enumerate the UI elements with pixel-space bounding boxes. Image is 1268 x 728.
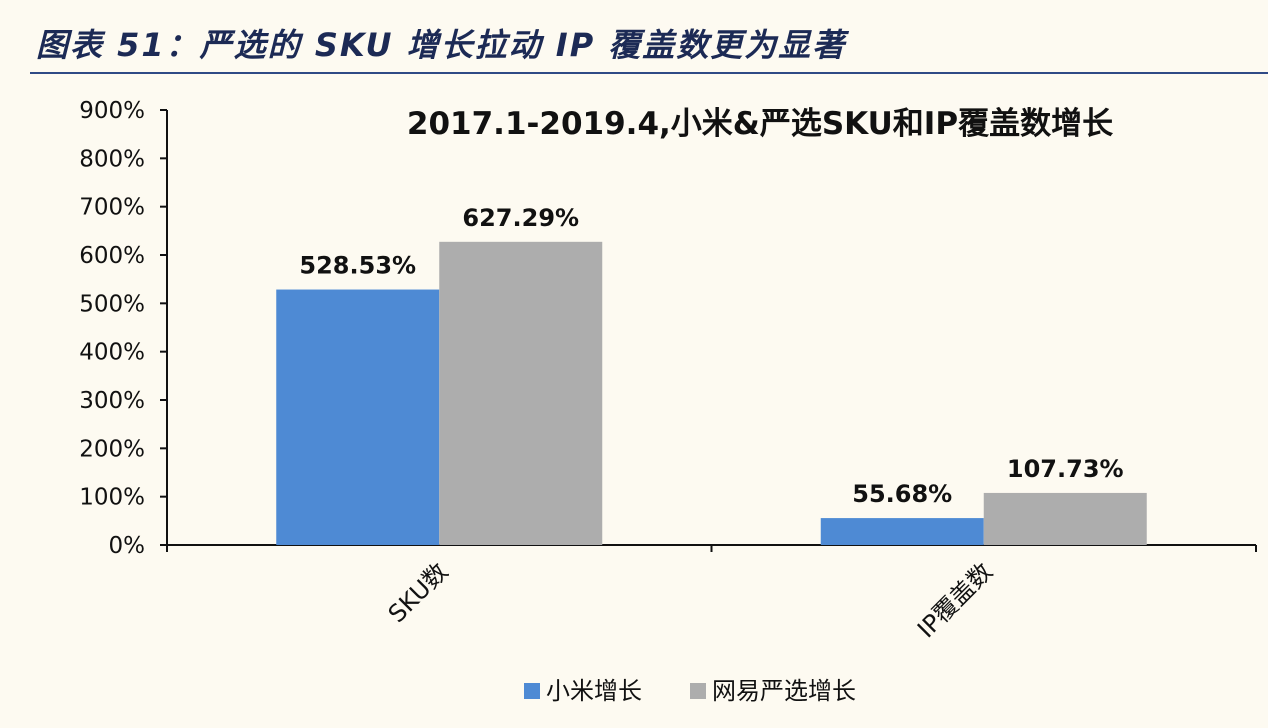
chart-axes: 0% 100% 200% 300% 400% 500% 600% 700% 800% 900% SK… [79,98,1257,643]
x-category-label: IP覆盖数 [912,557,998,643]
figure-caption: 图表 51：严选的 SKU 增长拉动 IP 覆盖数更为显著 [36,26,847,64]
y-tick-label: 0% [109,533,146,559]
x-category-label: SKU数 [383,557,454,628]
data-label: 528.53% [299,252,416,280]
legend-label: 网易严选增长 [712,677,856,705]
chart-title: 2017.1-2019.4,小米&严选SKU和IP覆盖数增长 [407,106,1113,142]
y-tick-label: 400% [79,340,145,366]
bar [276,289,440,545]
y-tick-label: 800% [79,146,145,172]
chart-bars: 528.53% 627.29% 55.68% 107.73% [276,204,1147,546]
y-tick-label: 100% [79,485,145,511]
legend-swatch [524,683,540,699]
y-tick-label: 300% [79,388,145,414]
data-label: 55.68% [852,480,952,508]
legend-swatch [690,683,706,699]
caption-divider [30,72,1268,74]
legend-label: 小米增长 [546,677,642,705]
y-tick-label: 600% [79,243,145,269]
y-tick-label: 200% [79,436,145,462]
bar [439,241,603,546]
data-label: 107.73% [1007,455,1124,483]
y-tick-label: 700% [79,195,145,221]
y-tick-label: 500% [79,291,145,317]
data-label: 627.29% [462,204,579,232]
y-tick-label: 900% [79,98,145,124]
chart-legend: 小米增长 网易严选增长 [524,677,856,705]
bar [820,518,984,545]
bar [983,492,1147,545]
